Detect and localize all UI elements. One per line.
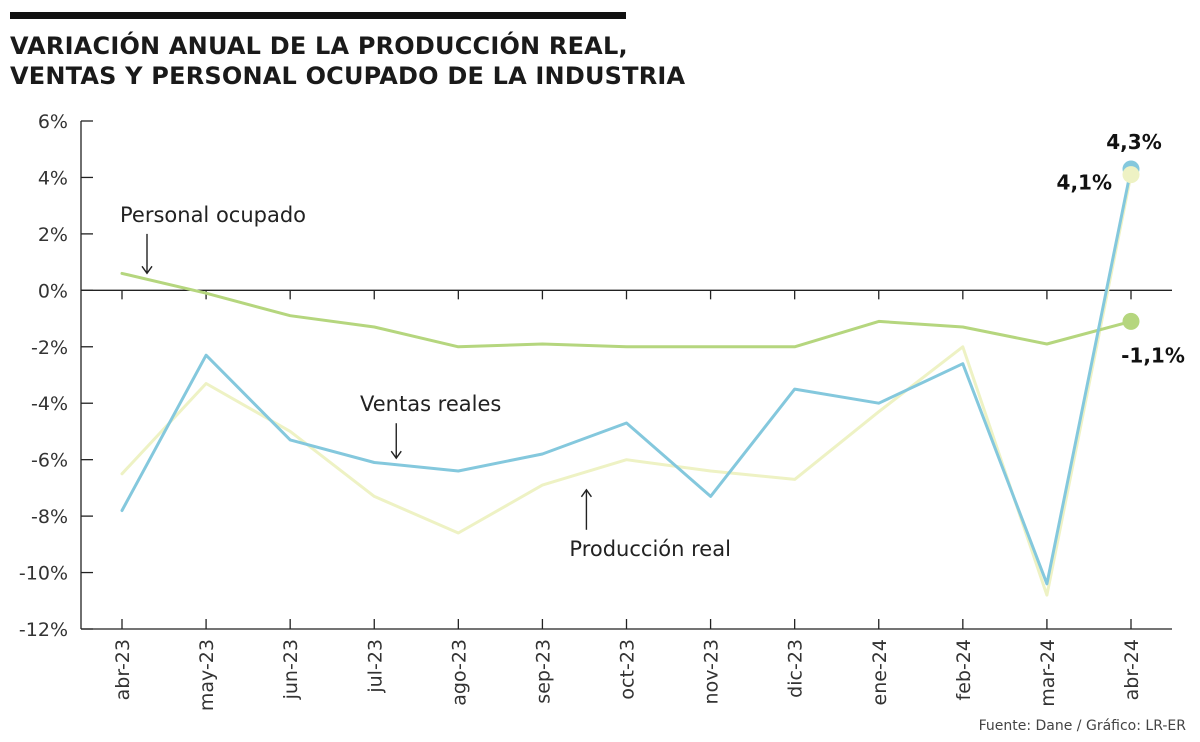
y-tick-label: 2%	[38, 224, 68, 246]
y-tick-label: -6%	[31, 450, 68, 472]
annotation-arrowhead-personal	[141, 265, 153, 275]
chart-title-line-1: VARIACIÓN ANUAL DE LA PRODUCCIÓN REAL,	[10, 32, 628, 60]
chart-title-line-2: VENTAS Y PERSONAL OCUPADO DE LA INDUSTRI…	[10, 62, 686, 90]
series-line-produccion	[120, 173, 1133, 597]
x-tick-label: ene-24	[869, 639, 891, 705]
end-point-produccion	[1122, 166, 1140, 184]
x-tick-label: abr-23	[112, 639, 134, 700]
y-tick-label: 0%	[38, 280, 68, 302]
x-tick-label: mar-24	[1037, 639, 1059, 707]
series-line-personal	[120, 271, 1133, 349]
annotation-label-produccion: Producción real	[569, 537, 731, 561]
y-tick-label: -12%	[19, 619, 68, 641]
y-tick-label: 4%	[38, 167, 68, 189]
annotation-label-ventas: Ventas reales	[360, 392, 501, 416]
annotation-label-personal: Personal ocupado	[120, 203, 306, 227]
y-tick-label: -2%	[31, 337, 68, 359]
source-credit: Fuente: Dane / Gráfico: LR-ER	[978, 718, 1186, 734]
x-tick-label: feb-24	[953, 639, 975, 700]
y-tick-label: -8%	[31, 506, 68, 528]
x-tick-label: dic-23	[785, 639, 807, 698]
annotation-arrowhead-produccion	[580, 488, 592, 498]
x-tick-label: nov-23	[701, 639, 723, 704]
series-line-ventas	[120, 167, 1133, 586]
top-rule	[10, 12, 626, 19]
end-point-personal	[1122, 312, 1140, 330]
x-tick-label: abr-24	[1121, 639, 1143, 700]
end-value-label-produccion: 4,1%	[1057, 171, 1112, 195]
x-tick-label: jun-23	[280, 639, 302, 700]
y-tick-label: 6%	[38, 111, 68, 133]
end-value-label-personal: -1,1%	[1121, 343, 1185, 367]
x-tick-label: jul-23	[364, 639, 386, 694]
x-tick-label: sep-23	[532, 639, 554, 704]
x-tick-label: oct-23	[617, 639, 639, 700]
x-tick-label: may-23	[196, 639, 218, 711]
y-tick-label: -4%	[31, 393, 68, 415]
y-tick-label: -10%	[19, 563, 68, 585]
x-tick-label: ago-23	[448, 639, 470, 706]
end-value-label-ventas: 4,3%	[1106, 130, 1161, 154]
annotation-arrowhead-ventas	[390, 450, 402, 460]
